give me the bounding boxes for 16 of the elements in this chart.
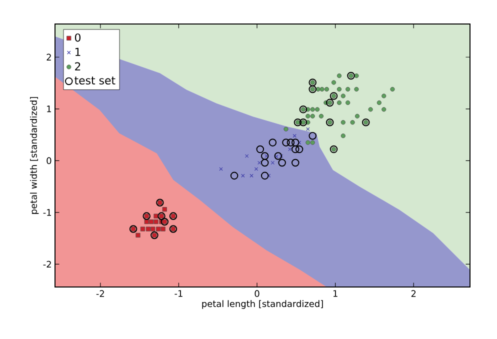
x-tick-label: -2 <box>96 290 104 297</box>
x-tick-label: 1 <box>333 290 338 297</box>
x-tick-label: -1 <box>174 290 182 297</box>
y-tick-label: -1 <box>43 209 51 216</box>
legend-label: 1 <box>75 48 80 56</box>
x-axis-title: petal length [standardized] <box>202 300 323 309</box>
y-axis-title: petal width [standardized] <box>30 97 39 214</box>
legend-label: test set <box>74 76 116 85</box>
x-tick-label: 2 <box>411 290 416 297</box>
y-tick-label: -2 <box>43 260 51 268</box>
y-tick-label: 1 <box>47 106 51 112</box>
y-tick-label: 0 <box>46 157 52 164</box>
y-tick-label: 2 <box>46 54 51 60</box>
legend-label: 2 <box>75 62 80 70</box>
legend-label: 0 <box>74 33 80 42</box>
x-tick-label: 0 <box>254 290 260 297</box>
